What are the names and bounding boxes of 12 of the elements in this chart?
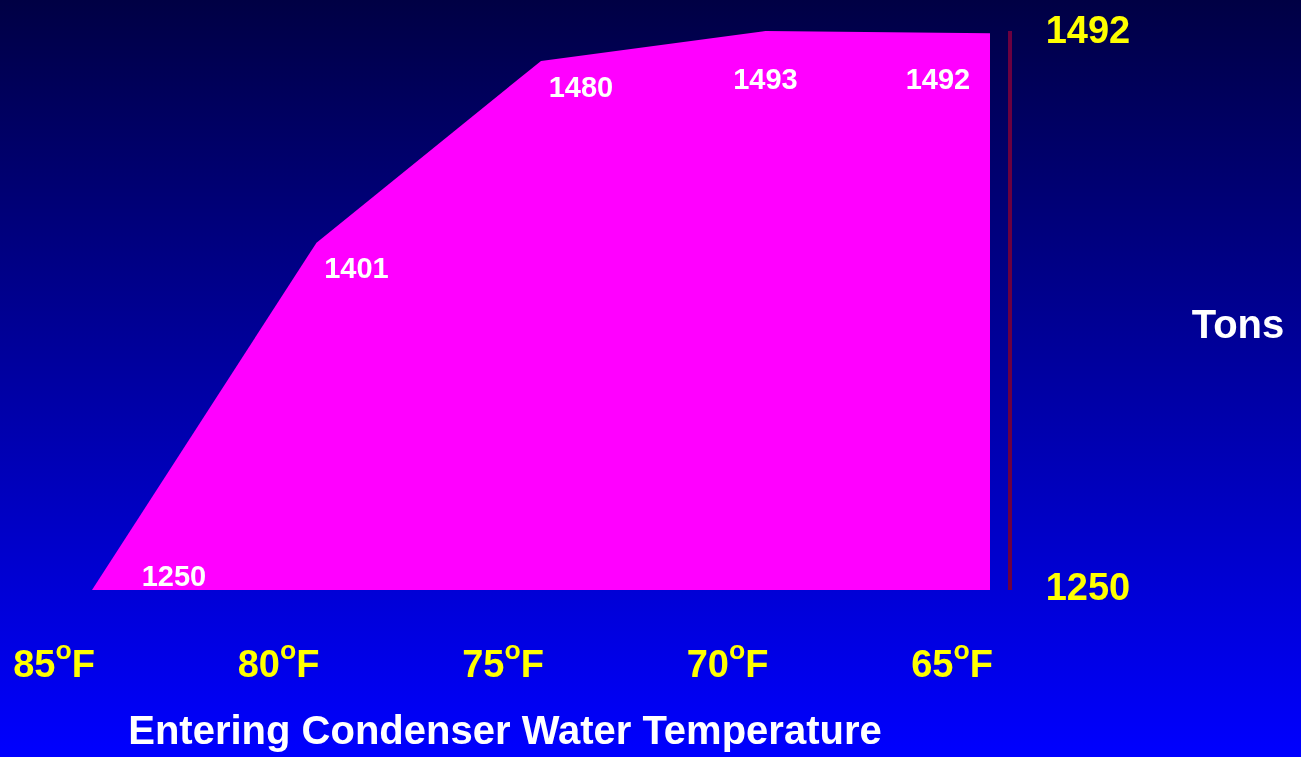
data-label: 1480 xyxy=(548,70,614,103)
y-axis-title: Tons xyxy=(1191,301,1285,346)
x-tick-label: 65$^{o}$F xyxy=(911,635,993,686)
data-label: 1492 xyxy=(905,62,971,95)
data-label: 1401 xyxy=(324,252,389,285)
x-axis-title: Entering Condenser Water Temperature xyxy=(128,707,882,752)
x-tick-label: 70$^{o}$F xyxy=(686,635,769,686)
data-label: 1493 xyxy=(733,62,798,95)
x-tick-label: 75$^{o}$F xyxy=(462,635,544,686)
data-label: 1250 xyxy=(141,559,207,592)
x-tick-label: 85$^{o}$F xyxy=(13,635,95,686)
x-tick-label: 80$^{o}$F xyxy=(237,635,320,686)
